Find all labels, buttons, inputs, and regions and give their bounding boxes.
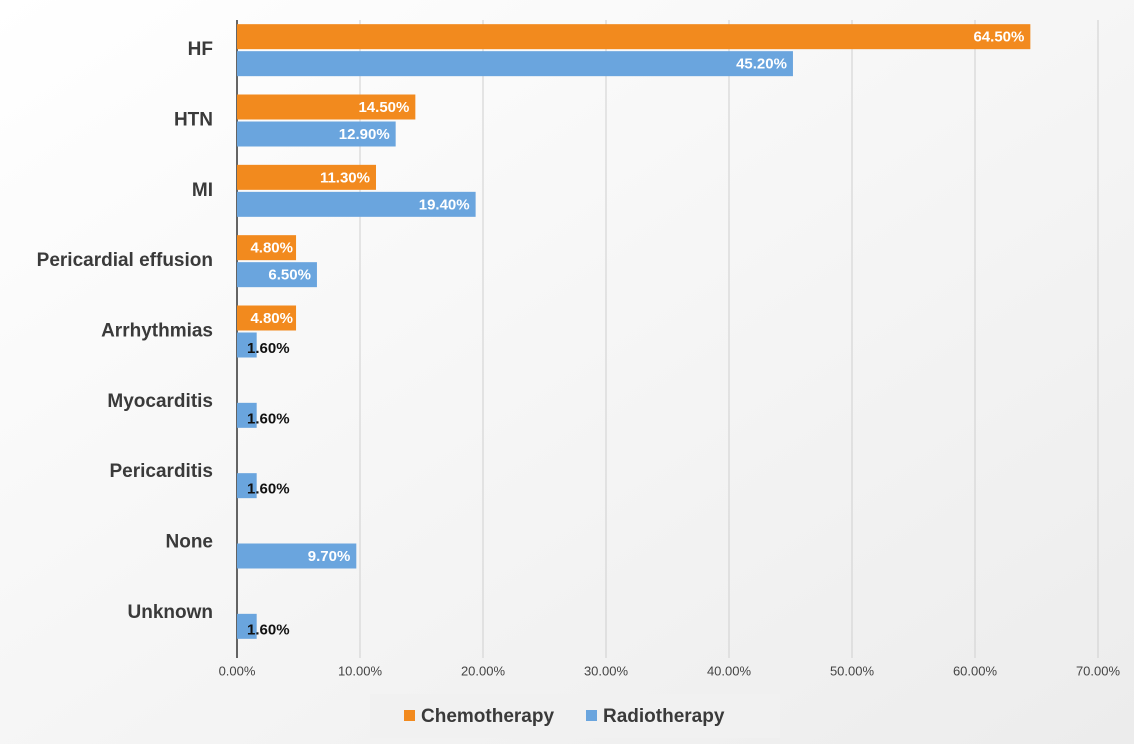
value-label: 1.60% bbox=[247, 340, 290, 357]
legend-swatch bbox=[586, 710, 597, 721]
value-label: 1.60% bbox=[247, 621, 290, 638]
x-tick-label: 30.00% bbox=[584, 663, 629, 678]
value-label: 4.80% bbox=[250, 310, 293, 327]
x-tick-label: 40.00% bbox=[707, 663, 752, 678]
bar bbox=[237, 121, 396, 147]
category-label: HF bbox=[188, 39, 213, 60]
value-label: 1.60% bbox=[247, 410, 290, 427]
value-label: 12.90% bbox=[339, 126, 390, 143]
legend-box bbox=[370, 694, 780, 738]
category-label: Unknown bbox=[128, 602, 214, 623]
category-label: MI bbox=[192, 180, 213, 201]
bar bbox=[237, 613, 257, 639]
x-tick-label: 10.00% bbox=[338, 663, 383, 678]
bar bbox=[237, 164, 376, 190]
bar bbox=[237, 305, 297, 331]
value-label: 64.50% bbox=[973, 29, 1024, 46]
value-label: 6.50% bbox=[268, 267, 311, 284]
category-label: HTN bbox=[174, 110, 213, 131]
legend-label: Chemotherapy bbox=[421, 706, 554, 727]
value-label: 1.60% bbox=[247, 481, 290, 498]
value-label: 19.40% bbox=[419, 196, 470, 213]
bar bbox=[237, 262, 317, 288]
value-label: 11.30% bbox=[320, 169, 370, 186]
value-label: 4.80% bbox=[250, 240, 293, 257]
category-label: Myocarditis bbox=[107, 391, 213, 412]
legend-label: Radiotherapy bbox=[603, 706, 725, 727]
category-label: Pericarditis bbox=[110, 461, 214, 482]
bar bbox=[237, 543, 357, 569]
bar bbox=[237, 51, 793, 77]
bar bbox=[237, 191, 476, 217]
category-label: Arrhythmias bbox=[101, 321, 213, 342]
x-tick-label: 20.00% bbox=[461, 663, 506, 678]
bar bbox=[237, 473, 257, 499]
x-tick-label: 0.00% bbox=[219, 663, 256, 678]
bar bbox=[237, 94, 416, 120]
legend-swatch bbox=[404, 710, 415, 721]
value-label: 14.50% bbox=[358, 99, 409, 116]
bar bbox=[237, 235, 297, 261]
bar bbox=[237, 402, 257, 428]
value-label: 9.70% bbox=[308, 548, 351, 565]
x-tick-label: 70.00% bbox=[1076, 663, 1121, 678]
value-label: 45.20% bbox=[736, 56, 787, 73]
x-tick-label: 50.00% bbox=[830, 663, 875, 678]
bar bbox=[237, 24, 1031, 50]
marks bbox=[237, 24, 1031, 639]
x-tick-label: 60.00% bbox=[953, 663, 998, 678]
bar bbox=[237, 332, 257, 358]
category-label: None bbox=[166, 532, 214, 553]
category-label: Pericardial effusion bbox=[37, 250, 213, 271]
